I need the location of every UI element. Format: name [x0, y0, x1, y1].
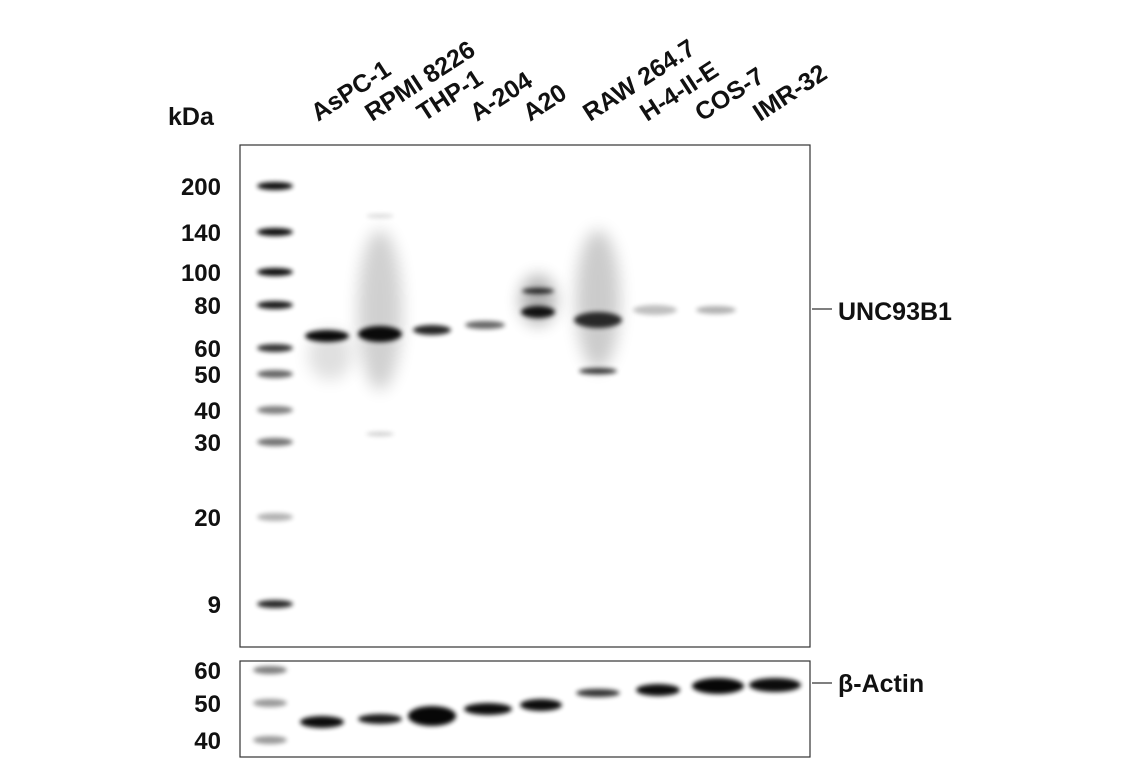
band	[465, 321, 505, 329]
marker-label: 200	[181, 174, 221, 201]
band	[257, 344, 293, 352]
protein-label: UNC93B1	[838, 298, 952, 326]
band	[576, 689, 620, 697]
band	[308, 330, 352, 380]
bands	[253, 182, 801, 744]
band	[257, 438, 293, 446]
band	[749, 678, 801, 692]
top-panel	[239, 144, 811, 648]
bottom-panel	[239, 660, 811, 758]
marker-label: 100	[181, 260, 221, 287]
marker-label: 50	[194, 362, 221, 389]
band	[576, 230, 620, 370]
marker-label: 60	[194, 658, 221, 685]
band	[358, 230, 402, 390]
band	[366, 432, 394, 436]
band	[257, 228, 293, 236]
marker-label: 9	[208, 592, 221, 619]
band	[579, 368, 617, 374]
band	[366, 214, 394, 218]
band	[253, 699, 287, 707]
marker-label: 80	[194, 293, 221, 320]
band	[257, 268, 293, 276]
band	[696, 306, 736, 314]
band	[413, 325, 451, 335]
marker-label: 50	[194, 691, 221, 718]
band	[636, 684, 680, 696]
band	[257, 513, 293, 521]
marker-label: 40	[194, 728, 221, 755]
band	[520, 699, 562, 711]
protein-label: β-Actin	[838, 670, 924, 698]
band	[358, 326, 402, 342]
band	[257, 406, 293, 414]
band	[358, 714, 402, 724]
band	[305, 330, 349, 342]
unit-label: kDa	[168, 103, 215, 131]
marker-label: 140	[181, 220, 221, 247]
band	[257, 182, 293, 190]
band	[253, 666, 287, 674]
band	[253, 736, 287, 744]
band	[300, 716, 344, 728]
band	[408, 706, 456, 726]
band	[257, 301, 293, 309]
band	[257, 600, 293, 608]
band	[521, 306, 555, 318]
band	[633, 305, 677, 315]
band	[522, 288, 554, 294]
marker-label: 20	[194, 505, 221, 532]
marker-label: 30	[194, 430, 221, 457]
band	[574, 312, 622, 328]
band	[692, 678, 744, 694]
band	[257, 370, 293, 378]
marker-label: 60	[194, 336, 221, 363]
marker-label: 40	[194, 398, 221, 425]
band	[464, 703, 512, 715]
lane-label: IMR-32	[748, 59, 832, 127]
